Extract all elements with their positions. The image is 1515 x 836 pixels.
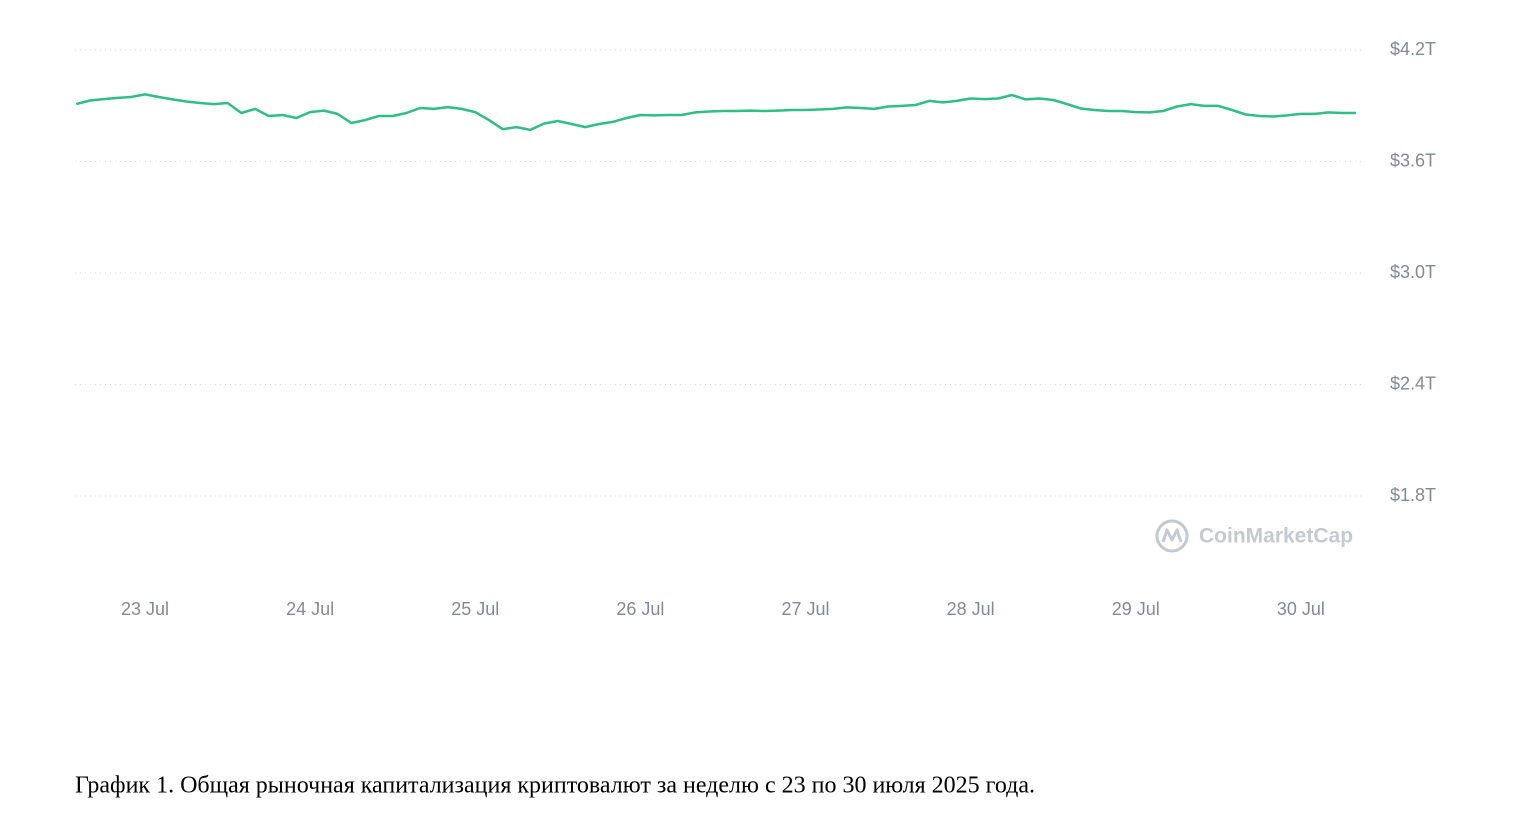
x-tick-label: 30 Jul: [1277, 599, 1325, 619]
y-tick-label: $1.8T: [1390, 485, 1436, 505]
y-tick-label: $3.0T: [1390, 262, 1436, 282]
x-tick-label: 23 Jul: [121, 599, 169, 619]
x-tick-label: 29 Jul: [1112, 599, 1160, 619]
line-series: [75, 93, 1356, 132]
x-tick-label: 25 Jul: [451, 599, 499, 619]
y-tick-label: $4.2T: [1390, 39, 1436, 59]
caption: График 1. Общая рыночная капитализация к…: [75, 773, 1035, 799]
watermark-logo: [1155, 519, 1189, 553]
x-tick-label: 27 Jul: [781, 599, 829, 619]
y-tick-label: $3.6T: [1390, 150, 1436, 170]
x-tick-label: 24 Jul: [286, 599, 334, 619]
x-tick-label: 26 Jul: [616, 599, 664, 619]
x-tick-label: 28 Jul: [947, 599, 995, 619]
y-tick-label: $2.4T: [1390, 373, 1436, 393]
watermark: CoinMarketCap: [1199, 525, 1353, 548]
